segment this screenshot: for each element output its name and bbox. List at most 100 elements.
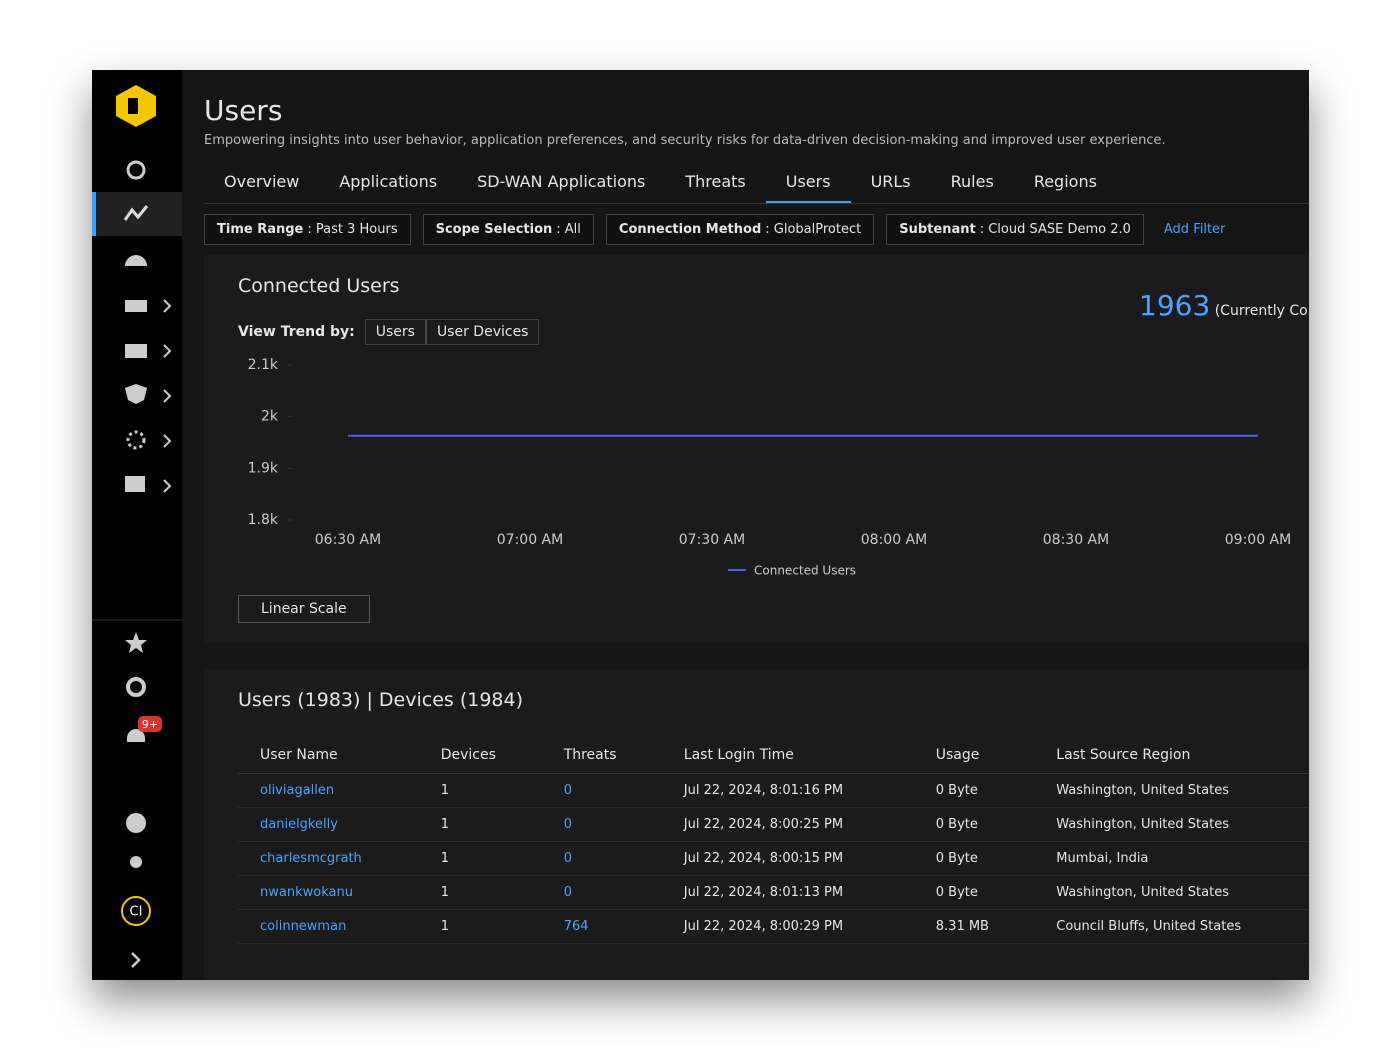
column-header: Threats: [541, 737, 662, 774]
table-body: oliviagallen 1 0 Jul 22, 2024, 8:01:16 PM 0 …: [238, 773, 1309, 944]
nav-icon[interactable]: [125, 344, 147, 358]
avatar[interactable]: [121, 896, 151, 926]
cell-link[interactable]: 0: [563, 885, 572, 900]
nav-icon[interactable]: [125, 255, 147, 266]
cell-text: 1: [440, 783, 450, 798]
expand[interactable]: [131, 952, 141, 968]
filter-label: Connection Method: [618, 222, 762, 237]
table-row: nwankwokanu 1 0 Jul 22, 2024, 8:01:13 PM 0 B…: [238, 875, 1309, 910]
tab[interactable]: Regions: [1033, 172, 1097, 191]
cell-text: 1: [440, 851, 450, 866]
badge-text: 9+: [142, 718, 158, 731]
tab[interactable]: Threats: [685, 172, 746, 191]
cell-text: Jul 22, 2024, 8:01:16 PM: [683, 783, 844, 798]
nav-icon[interactable]: [125, 300, 147, 312]
cell: Washington, United States: [1034, 875, 1309, 910]
cell: 0: [541, 773, 662, 808]
cell: 0: [541, 841, 662, 876]
cell-link[interactable]: colinnewman: [260, 919, 347, 934]
nav-icon[interactable]: [126, 430, 146, 450]
cell-link[interactable]: danielgkelly: [260, 817, 338, 832]
column-header: User Name: [238, 737, 419, 774]
filter[interactable]: Time Range: Past 3 Hours: [204, 214, 411, 245]
nav-icon[interactable]: [126, 160, 146, 180]
table-row: oliviagallen 1 0 Jul 22, 2024, 8:01:16 PM 0 …: [238, 773, 1309, 808]
cell-text: 1: [440, 885, 450, 900]
subtitle: Empowering insights into user behavior, …: [204, 133, 1166, 148]
x-tick-label: 07:30 AM: [679, 532, 745, 548]
tab[interactable]: URLs: [870, 172, 911, 191]
sidebar: 9+ CI: [92, 70, 182, 980]
cell-link[interactable]: 0: [563, 783, 572, 798]
cell: 0 Byte: [913, 841, 1035, 876]
filter[interactable]: Connection Method: GlobalProtect: [605, 214, 875, 245]
table-row: colinnewman 1 764 Jul 22, 2024, 8:00:29 PM 8…: [238, 909, 1309, 944]
cell: 0: [541, 807, 662, 842]
cell-link[interactable]: oliviagallen: [260, 783, 335, 798]
cell: danielgkelly: [238, 807, 419, 842]
cell: Jul 22, 2024, 8:00:25 PM: [661, 807, 914, 842]
cell: 0 Byte: [913, 875, 1035, 910]
cell: 1: [418, 841, 542, 876]
add-filter[interactable]: Add Filter: [1163, 222, 1226, 237]
nav-icon[interactable]: [127, 729, 145, 742]
main: Users Empowering insights into user beha…: [182, 70, 1309, 980]
filter[interactable]: Subtenant: Cloud SASE Demo 2.0: [886, 214, 1144, 245]
cell-link[interactable]: 764: [563, 919, 589, 934]
cell-link[interactable]: charlesmcgrath: [260, 851, 362, 866]
cell-text: Jul 22, 2024, 8:01:13 PM: [683, 885, 844, 900]
tab[interactable]: Rules: [950, 172, 994, 191]
scale-select[interactable]: Linear Scale: [238, 595, 370, 623]
column-header: Devices: [418, 737, 542, 774]
filter-value: : Cloud SASE Demo 2.0: [979, 222, 1131, 237]
cell: 1: [418, 875, 542, 910]
x-tick-label: 06:30 AM: [315, 532, 381, 548]
x-tick-label: 08:00 AM: [861, 532, 927, 548]
cell-link[interactable]: 0: [563, 851, 572, 866]
count-note: (Currently Connected): [1214, 303, 1309, 319]
tab[interactable]: Overview: [224, 172, 300, 191]
cell: Jul 22, 2024, 8:00:29 PM: [661, 909, 914, 944]
cell-text: Jul 22, 2024, 8:00:25 PM: [683, 817, 844, 832]
cell-text: 0 Byte: [935, 783, 978, 798]
cell: 1: [418, 807, 542, 842]
x-tick-label: 08:30 AM: [1043, 532, 1109, 548]
filter-value: : All: [556, 222, 581, 237]
cell: Jul 22, 2024, 8:00:15 PM: [661, 841, 914, 876]
logo-cut: [128, 98, 138, 114]
nav-icon[interactable]: [125, 476, 145, 492]
cell: Washington, United States: [1034, 807, 1309, 842]
cell-link[interactable]: 0: [563, 817, 572, 832]
filter-label: Subtenant: [899, 222, 976, 237]
nav-icon[interactable]: [125, 384, 147, 404]
nav-icon[interactable]: [126, 677, 146, 697]
tab[interactable]: SD-WAN Applications: [477, 172, 646, 191]
nav-icon[interactable]: [130, 856, 142, 868]
cell-text: Jul 22, 2024, 8:00:15 PM: [683, 851, 844, 866]
tab[interactable]: Users: [765, 164, 851, 203]
filter[interactable]: Scope Selection: All: [422, 214, 594, 245]
cell-text: Washington, United States: [1056, 817, 1229, 832]
cell: 0 Byte: [913, 773, 1035, 808]
trend-option[interactable]: Users: [364, 319, 426, 345]
nav-icon[interactable]: [125, 632, 147, 653]
nav-icon[interactable]: [123, 205, 149, 221]
cell-text: Washington, United States: [1056, 885, 1229, 900]
trend-option[interactable]: User Devices: [425, 319, 540, 345]
table-row: danielgkelly 1 0 Jul 22, 2024, 8:00:25 PM 0 …: [238, 807, 1309, 842]
cell-link[interactable]: nwankwokanu: [260, 885, 353, 900]
tab[interactable]: Applications: [339, 172, 438, 191]
app-window: 9+ CI Users Empowering insights into use…: [92, 70, 1309, 980]
cell: Washington, United States: [1034, 773, 1309, 808]
column-header: Last Source Region: [1034, 737, 1309, 774]
cell: 0 Byte: [913, 807, 1035, 842]
filter-value: : Past 3 Hours: [307, 222, 398, 237]
filter-label: Scope Selection: [435, 222, 553, 237]
cell: Council Bluffs, United States: [1034, 909, 1309, 944]
y-tick-label: 1.9k: [248, 460, 279, 476]
x-tick-label: 09:00 AM: [1225, 532, 1291, 548]
nav-icon[interactable]: [126, 813, 146, 833]
cell-text: Mumbai, India: [1056, 851, 1149, 866]
y-tick-label: 2k: [261, 409, 279, 425]
count-value: 1963: [1139, 289, 1211, 322]
